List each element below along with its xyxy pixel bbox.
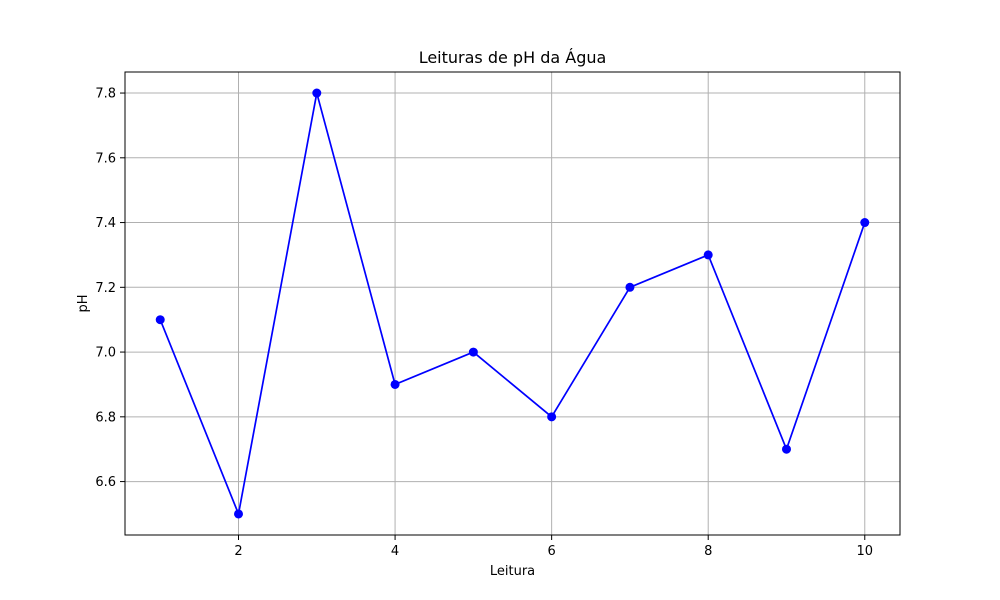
data-point [390,379,400,389]
y-tick-label: 6.6 [95,475,116,490]
data-point [234,509,244,519]
y-tick-label: 7.0 [95,346,116,361]
grid-layer [125,72,900,535]
data-point [468,347,478,357]
data-point [155,315,165,325]
data-point [547,412,557,422]
x-tick-label: 6 [548,544,556,559]
data-point [781,444,791,454]
series-layer [155,88,870,519]
data-point [312,88,322,98]
data-point [860,218,870,228]
x-tick-label: 2 [234,544,242,559]
y-tick-label: 6.8 [95,410,116,425]
series-line-ph [159,92,866,515]
y-tick-label: 7.4 [95,216,116,231]
x-tick-label: 8 [704,544,712,559]
y-tick-label: 7.8 [95,87,116,102]
y-tick-label: 7.6 [95,151,116,166]
x-tick-label: 10 [856,544,873,559]
y-tick-label: 7.2 [95,281,116,296]
ticks-layer: 2 4 6 8 10 6.6 6.8 7.0 7.2 7.4 7.6 7.8 [95,87,873,559]
data-point [703,250,713,260]
data-point [625,282,635,292]
chart-title: Leituras de pH da Água [419,48,607,67]
x-axis-label: Leitura [490,564,535,579]
plot-frame [124,71,901,536]
y-axis-label: pH [76,294,91,312]
x-tick-label: 4 [391,544,399,559]
